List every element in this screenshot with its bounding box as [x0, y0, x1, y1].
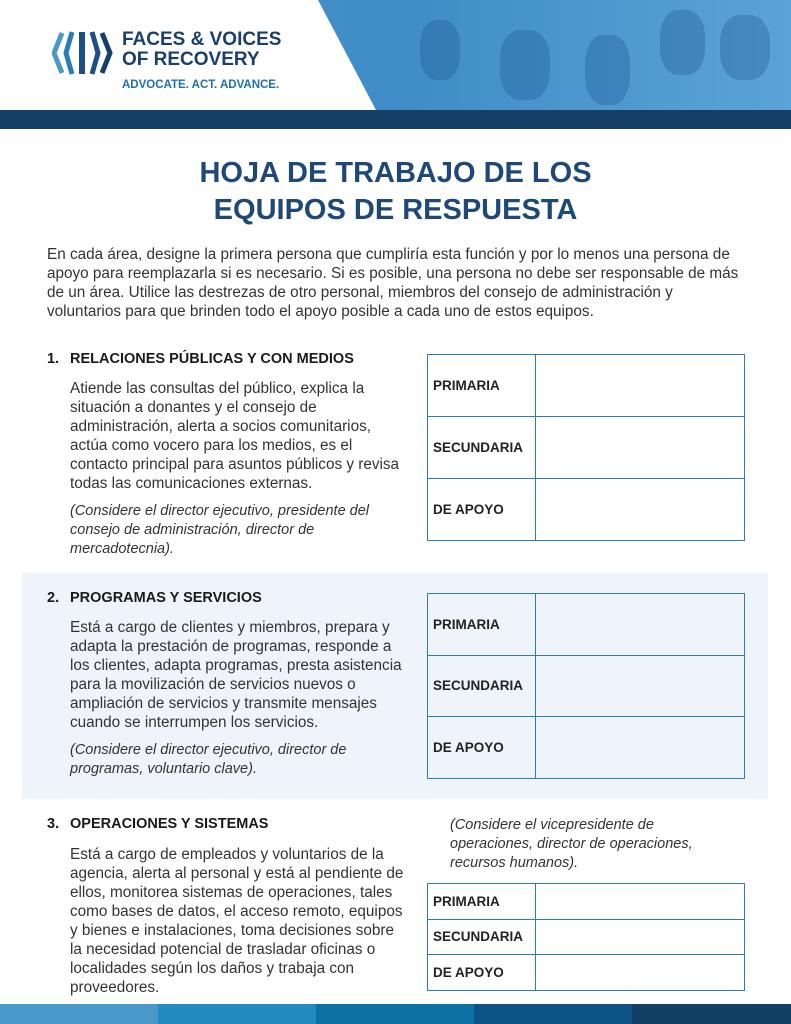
section-3-assignment-table: PRIMARIA SECUNDARIA DE APOYO	[427, 883, 745, 991]
row-label: PRIMARIA	[427, 593, 536, 656]
footer-bar-segment	[632, 1004, 791, 1024]
section-2-assignment-table: PRIMARIA SECUNDARIA DE APOYO	[427, 593, 745, 779]
secondary-name-field[interactable]	[535, 918, 745, 956]
row-label: DE APOYO	[427, 478, 536, 541]
logo-text: FACES & VOICES OF RECOVERY	[122, 29, 282, 70]
footer-bar-segment	[0, 1004, 159, 1024]
section-1-heading: 1. RELACIONES PÚBLICAS Y CON MEDIOS	[47, 351, 354, 367]
section-3-heading: 3. OPERACIONES Y SISTEMAS	[47, 816, 269, 832]
footer-bar-segment	[158, 1004, 317, 1024]
page-title: HOJA DE TRABAJO DE LOS EQUIPOS DE RESPUES…	[199, 157, 592, 226]
section-1-assignment-table: PRIMARIA SECUNDARIA DE APOYO	[427, 354, 745, 541]
row-label: SECUNDARIA	[427, 654, 536, 718]
section-1-body: Atiende las consultas del público, expli…	[70, 380, 400, 492]
row-label: SECUNDARIA	[427, 416, 536, 479]
support-name-field[interactable]	[535, 954, 745, 991]
row-label: DE APOYO	[427, 716, 536, 779]
tagline: ADVOCATE. ACT. ADVANCE.	[122, 79, 280, 91]
row-label: DE APOYO	[427, 954, 536, 991]
section-2-body: Está a cargo de clientes y miembros, pre…	[70, 619, 402, 731]
header-band	[0, 110, 791, 129]
secondary-name-field[interactable]	[535, 416, 745, 479]
intro-text: En cada área, designe la primera persona…	[47, 246, 739, 320]
support-name-field[interactable]	[535, 478, 745, 541]
primary-name-field[interactable]	[535, 354, 745, 417]
section-3-note: (Considere el vicepresidente de operacio…	[450, 817, 693, 871]
section-1-note: (Considere el director ejecutivo, presid…	[70, 503, 370, 557]
primary-name-field[interactable]	[535, 593, 745, 656]
support-name-field[interactable]	[535, 716, 745, 779]
section-2-heading: 2. PROGRAMAS Y SERVICIOS	[47, 590, 262, 606]
header-photo-collage	[318, 0, 791, 110]
section-2-note: (Considere el director ejecutivo, direct…	[70, 742, 347, 777]
row-label: PRIMARIA	[427, 883, 536, 920]
primary-name-field[interactable]	[535, 883, 745, 920]
row-label: PRIMARIA	[427, 354, 536, 417]
row-label: SECUNDARIA	[427, 918, 536, 956]
logo-mark-icon	[51, 31, 113, 75]
footer-bar-segment	[316, 1004, 475, 1024]
logo	[51, 28, 114, 83]
footer-bar-segment	[474, 1004, 633, 1024]
section-3-body: Está a cargo de empleados y voluntarios …	[70, 846, 404, 996]
secondary-name-field[interactable]	[535, 654, 745, 718]
